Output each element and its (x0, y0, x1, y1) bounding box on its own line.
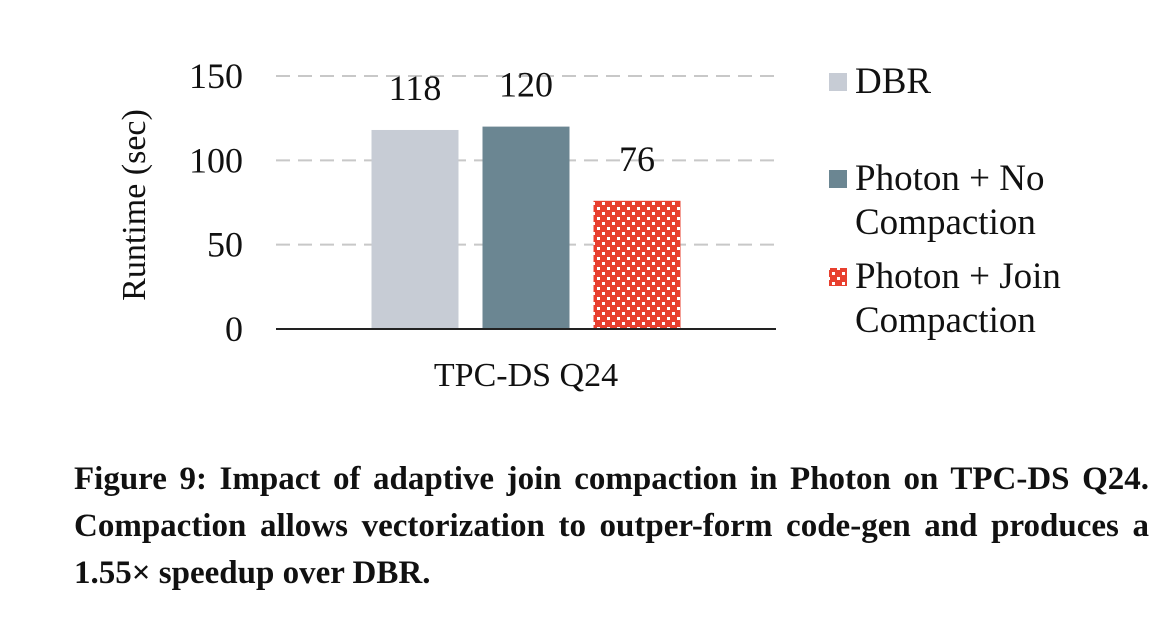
figure-caption: Figure 9: Impact of adaptive join compac… (74, 456, 1149, 597)
data-label: 76 (619, 139, 655, 179)
bars (371, 126, 681, 329)
bar-photon-no-compaction (482, 126, 570, 329)
bar-chart: 0 50 100 150 Runtime (sec) 118 120 76 TPC-DS … (116, 56, 1061, 394)
legend-label: Compaction (855, 300, 1036, 341)
y-tick-label: 100 (189, 140, 243, 180)
y-tick-label: 150 (189, 56, 243, 96)
legend-swatch (829, 170, 847, 188)
legend-label: Photon + Join (855, 256, 1061, 297)
bar-dbr (371, 129, 459, 329)
y-axis-label: Runtime (sec) (116, 109, 153, 301)
legend-label: DBR (855, 61, 931, 102)
y-tick-label: 50 (207, 225, 243, 265)
legend-label: Photon + No (855, 158, 1044, 199)
data-label: 120 (499, 65, 553, 105)
x-category-label: TPC-DS Q24 (434, 357, 618, 394)
legend-swatch (829, 268, 847, 286)
data-labels: 118 120 76 (389, 65, 655, 179)
bar-photon-join-compaction (593, 200, 681, 329)
y-tick-labels: 0 50 100 150 (189, 56, 243, 349)
legend-swatch (829, 73, 847, 91)
caption-label: Figure 9: (74, 461, 207, 497)
legend-label: Compaction (855, 202, 1036, 243)
caption-text: Impact of adaptive join compaction in Ph… (74, 461, 1150, 591)
data-label: 118 (389, 68, 442, 108)
y-tick-label: 0 (225, 309, 243, 349)
